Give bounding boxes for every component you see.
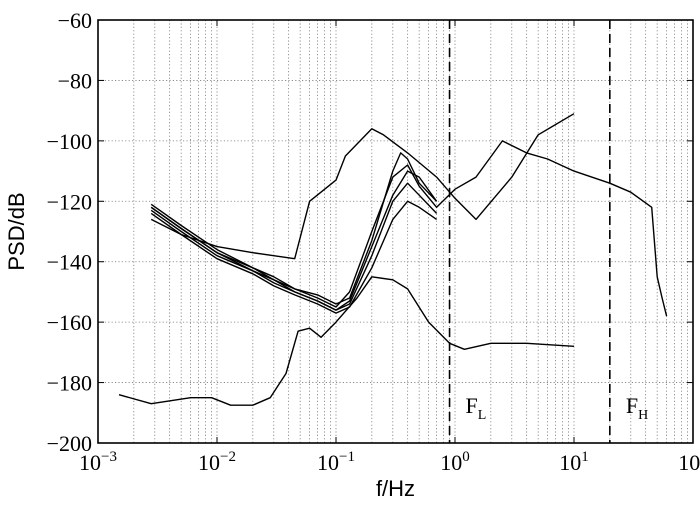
y-tick-label: −80 [58, 68, 92, 93]
x-axis-title: f/Hz [376, 476, 415, 501]
y-tick-label: −200 [47, 431, 92, 456]
series-line [150, 170, 438, 311]
x-tick-label: 100 [440, 449, 470, 475]
y-tick-label: −180 [47, 371, 92, 396]
y-axis-title: PSD/dB [4, 192, 29, 270]
series-line [428, 321, 575, 350]
series-line [150, 113, 575, 260]
annotations: FL FH [466, 393, 649, 423]
x-tick-label: 101 [559, 449, 589, 475]
tick-marks [97, 19, 694, 444]
y-tick-label: −160 [47, 310, 92, 335]
series-lines [118, 113, 668, 406]
threshold-label: FH [626, 393, 648, 423]
y-tick-label: −60 [58, 8, 92, 33]
x-tick-labels: 10−3 10−2 10−1 100 101 102 [79, 449, 700, 475]
x-tick-label: 102 [678, 449, 700, 475]
plot-frame [97, 19, 694, 444]
threshold-lines [448, 20, 611, 443]
y-tick-label: −140 [47, 250, 92, 275]
y-tick-label: −120 [47, 189, 92, 214]
y-tick-labels: −200 −180 −160 −140 −120 −100 −80 −60 [47, 8, 92, 456]
threshold-label: FL [466, 393, 487, 423]
series-line [118, 276, 430, 406]
x-tick-label: 10−1 [317, 449, 355, 475]
x-tick-label: 10−2 [198, 449, 236, 475]
x-tick-label: 10−3 [79, 449, 117, 475]
grid [98, 20, 693, 443]
y-tick-label: −100 [47, 129, 92, 154]
series-line [150, 152, 438, 305]
series-line [150, 200, 437, 314]
